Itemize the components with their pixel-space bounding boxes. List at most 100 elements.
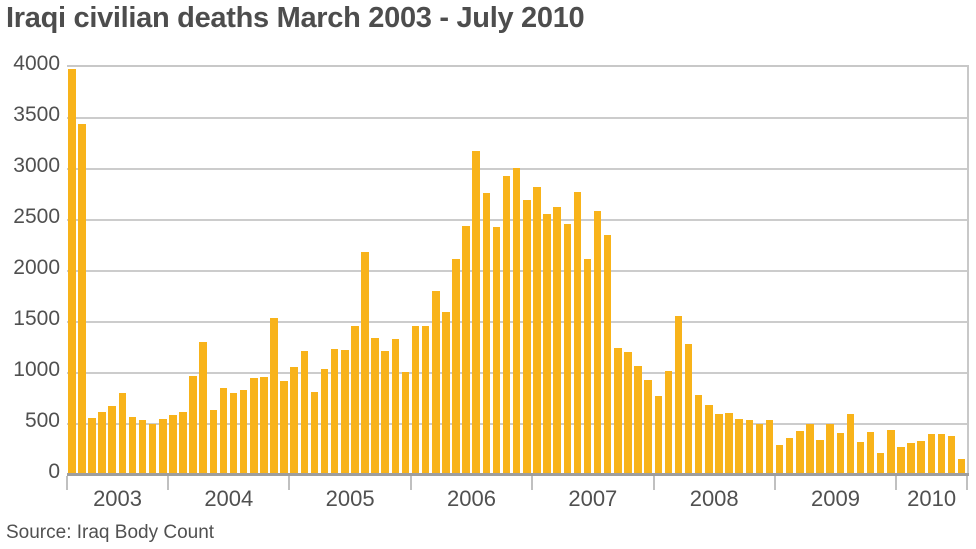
bar	[401, 371, 410, 475]
y-tick-label: 3500	[13, 103, 60, 126]
bar	[907, 443, 915, 475]
bar	[351, 326, 359, 475]
bar	[502, 176, 511, 475]
x-tick-mark	[895, 476, 898, 490]
bar	[775, 445, 784, 475]
bar	[239, 390, 248, 475]
bar	[199, 342, 207, 475]
bar	[250, 378, 258, 475]
bar	[563, 224, 571, 475]
bar	[654, 396, 663, 475]
bar	[432, 291, 440, 475]
bar	[371, 338, 379, 475]
bar	[341, 349, 349, 475]
bar	[523, 199, 531, 475]
bar	[543, 213, 551, 475]
x-tick-label: 2009	[811, 486, 861, 511]
bar	[280, 381, 288, 475]
bar	[583, 258, 592, 475]
bar	[957, 458, 966, 475]
bar	[947, 436, 956, 475]
x-tick-label: 2003	[93, 486, 143, 511]
bar	[745, 419, 754, 475]
bar	[209, 409, 218, 475]
bar	[108, 405, 116, 475]
bar	[169, 414, 177, 475]
bar	[603, 235, 612, 475]
x-tick-mark	[652, 476, 655, 490]
bar	[138, 419, 147, 475]
bar	[68, 69, 76, 475]
bar	[452, 258, 460, 475]
bar	[826, 424, 834, 475]
bar	[735, 418, 743, 475]
x-tick-label: 2005	[325, 486, 375, 511]
bar	[866, 432, 875, 475]
bar	[634, 365, 642, 475]
bar	[330, 348, 339, 475]
gridline	[67, 117, 967, 119]
bar	[927, 434, 936, 475]
bar	[300, 350, 309, 475]
y-tick-label: 500	[24, 409, 60, 432]
x-tick-mark	[531, 476, 534, 490]
bar	[684, 344, 693, 475]
bar-series	[67, 67, 967, 475]
bar	[694, 395, 703, 475]
bar	[887, 430, 895, 475]
bar	[482, 193, 491, 475]
x-tick-label: 2010	[907, 486, 957, 511]
bar	[715, 413, 723, 475]
bar	[614, 347, 622, 475]
bar	[593, 210, 602, 475]
bar	[421, 326, 430, 475]
bar	[219, 388, 228, 475]
bar	[270, 317, 278, 475]
bar	[179, 411, 187, 475]
x-tick-mark	[409, 476, 412, 490]
bar	[755, 424, 764, 475]
bar	[391, 339, 400, 475]
bar	[290, 366, 298, 475]
bar	[462, 226, 470, 475]
bar	[816, 440, 824, 475]
bar	[705, 404, 713, 475]
x-tick-mark	[167, 476, 170, 490]
bar	[796, 431, 804, 475]
bar	[492, 227, 501, 475]
bar	[512, 167, 521, 475]
x-tick-mark	[66, 476, 68, 490]
bar	[260, 377, 268, 475]
bar	[78, 124, 86, 475]
bar	[411, 326, 420, 475]
y-tick-label: 4000	[13, 52, 60, 75]
bar	[937, 434, 946, 475]
bar	[533, 187, 541, 475]
y-tick-label: 1500	[13, 307, 60, 330]
bar	[189, 376, 197, 475]
bar	[118, 393, 127, 475]
bar	[128, 416, 137, 475]
y-tick-label: 1000	[13, 358, 60, 381]
plot-area	[67, 65, 969, 475]
y-tick-label: 3000	[13, 154, 60, 177]
chart-title: Iraqi civilian deaths March 2003 - July …	[6, 2, 585, 34]
bar	[836, 433, 845, 475]
bar	[159, 418, 167, 475]
bar	[310, 392, 319, 475]
bar	[674, 315, 683, 475]
bar	[148, 424, 157, 475]
bar	[88, 417, 96, 475]
x-tick-label: 2007	[568, 486, 618, 511]
bar	[320, 368, 329, 475]
bar	[725, 412, 733, 475]
bar	[98, 411, 106, 475]
bar	[876, 452, 885, 475]
bar	[644, 380, 652, 475]
bar	[806, 424, 814, 475]
bar	[664, 370, 673, 475]
source-note: Source: Iraq Body Count	[6, 522, 215, 543]
bar	[785, 438, 794, 475]
bar	[229, 393, 238, 475]
bar	[472, 150, 480, 475]
